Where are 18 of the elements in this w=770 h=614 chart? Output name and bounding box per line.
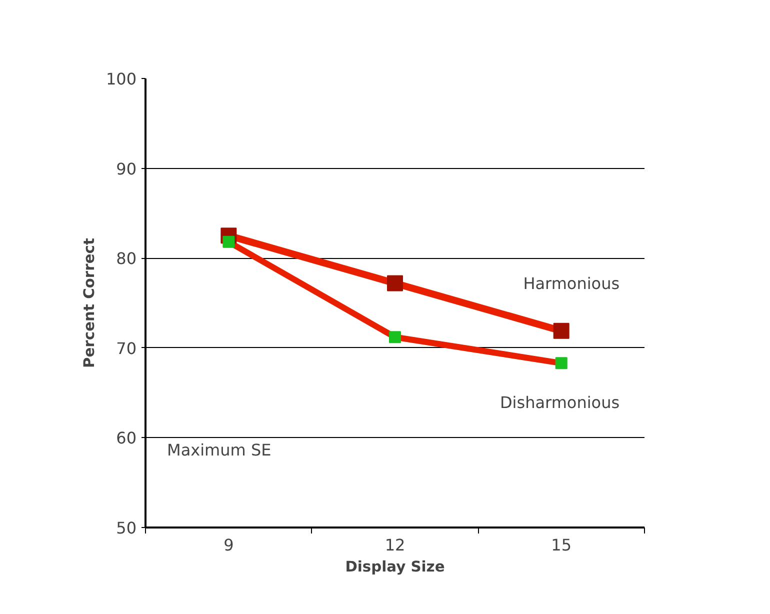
x-tick-label: 15 (551, 536, 572, 554)
y-tick-label: 100 (106, 70, 137, 88)
point (555, 357, 568, 370)
y-tick-label: 50 (116, 518, 136, 538)
text: Disharmonious (500, 393, 620, 412)
x-tick-label: 9 (224, 536, 234, 554)
y-axis-title: Percent Correct (80, 238, 98, 368)
y-tick-label: 60 (116, 428, 136, 448)
x-axis-title: Display Size (345, 558, 445, 576)
point (389, 331, 401, 344)
x-tick-label: 12 (384, 536, 406, 554)
point (387, 275, 403, 292)
y-tick-label: 70 (116, 338, 136, 358)
series-label: Harmonious (523, 274, 620, 293)
y-tick-label: 80 (116, 249, 136, 268)
y-tick-label: 90 (116, 159, 136, 178)
point (553, 322, 570, 339)
annotation: Maximum SE (167, 440, 272, 460)
